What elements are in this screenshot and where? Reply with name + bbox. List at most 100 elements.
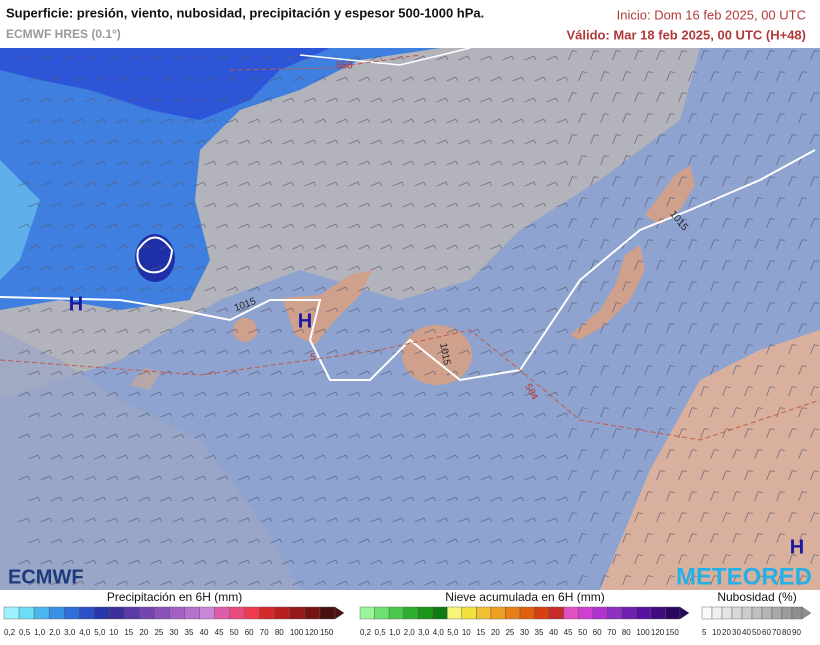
wind-barb [700,554,709,565]
wind-barb [578,323,587,334]
wind-barb [336,454,349,460]
wind-barb [612,260,621,271]
wind-barb [776,239,785,250]
wind-barb [556,244,569,250]
wind-barb [282,517,295,523]
wind-barb [28,118,41,124]
wind-barb [62,181,75,187]
wind-barb [578,491,587,502]
wind-barb [656,218,665,229]
wind-barb [380,160,393,166]
wind-barb [62,265,75,271]
wind-barb [370,349,383,355]
wind-barb [282,55,295,61]
wind-barb [810,50,819,61]
wind-barb [72,286,85,292]
wind-barb [248,160,261,166]
wind-barb [776,491,785,502]
wind-barb [336,160,349,166]
legend-swatch [447,606,463,620]
wind-barb [116,118,129,124]
legend-swatch [388,606,404,620]
wind-barb [160,76,173,82]
wind-barb [458,55,471,61]
wind-barb [72,454,85,460]
wind-barb [260,475,273,481]
wind-barb [28,244,41,250]
wind-barb [392,55,405,61]
legend-swatch [701,606,713,620]
legend-label: 60 [245,628,254,637]
wind-barb [590,512,599,523]
wind-barb [62,55,75,61]
wind-barb [766,386,775,397]
wind-barb [182,496,195,502]
wind-barb [556,286,569,292]
cloud-cover [0,330,300,590]
legend-label: 20 [491,628,500,637]
wind-barb [578,155,587,166]
wind-barb [314,286,327,292]
wind-barb [666,365,675,376]
wind-barb [524,139,537,145]
wind-barb [798,113,807,124]
wind-barb [776,575,785,586]
isobar [0,149,816,382]
wind-barb [798,239,807,250]
wind-barb [392,223,405,229]
wind-barb [84,433,97,439]
wind-barb [18,55,31,61]
legend-label: 25 [154,628,163,637]
wind-barb [490,580,503,586]
wind-barb [304,433,317,439]
wind-barb [666,239,675,250]
wind-barb [72,580,85,586]
wind-barb [556,328,569,334]
contour-label: 1015 [437,342,452,366]
wind-barb [490,160,503,166]
wind-barb [446,286,459,292]
wind-barb [502,391,515,397]
legend-label: 120 [305,628,319,637]
wind-barb [414,475,427,481]
wind-barb [468,160,481,166]
wind-barb [84,391,97,397]
wind-barb [282,349,295,355]
wind-barb [314,454,327,460]
wind-barb [28,580,41,586]
wind-barb [238,559,251,565]
wind-barb [744,554,753,565]
wind-barb [612,470,621,481]
wind-barb [754,533,763,544]
wind-barb [666,491,675,502]
wind-barb [128,139,141,145]
legend-label: 40 [742,628,751,637]
wind-barb [502,475,515,481]
wind-barb [40,307,53,313]
wind-barb [260,97,273,103]
wind-barb [204,454,217,460]
wind-barb [634,50,643,61]
wind-barb [28,328,41,334]
wind-barb [28,202,41,208]
wind-barb [534,370,547,376]
wind-barb [138,496,151,502]
wind-barb [314,76,327,82]
wind-barb [688,533,697,544]
wind-barb [18,475,31,481]
wind-barb [392,139,405,145]
wind-barb [402,538,415,544]
wind-barb [314,496,327,502]
wind-barb [248,580,261,586]
wind-barb [314,412,327,418]
wind-barb [314,160,327,166]
wind-barb [414,223,427,229]
wind-barb [84,517,97,523]
wind-barb [512,202,525,208]
wind-barb [754,407,763,418]
wind-barb [436,265,449,271]
wind-barb [304,559,317,565]
wind-barb [392,559,405,565]
wind-barb [326,307,339,313]
wind-barb [710,449,719,460]
